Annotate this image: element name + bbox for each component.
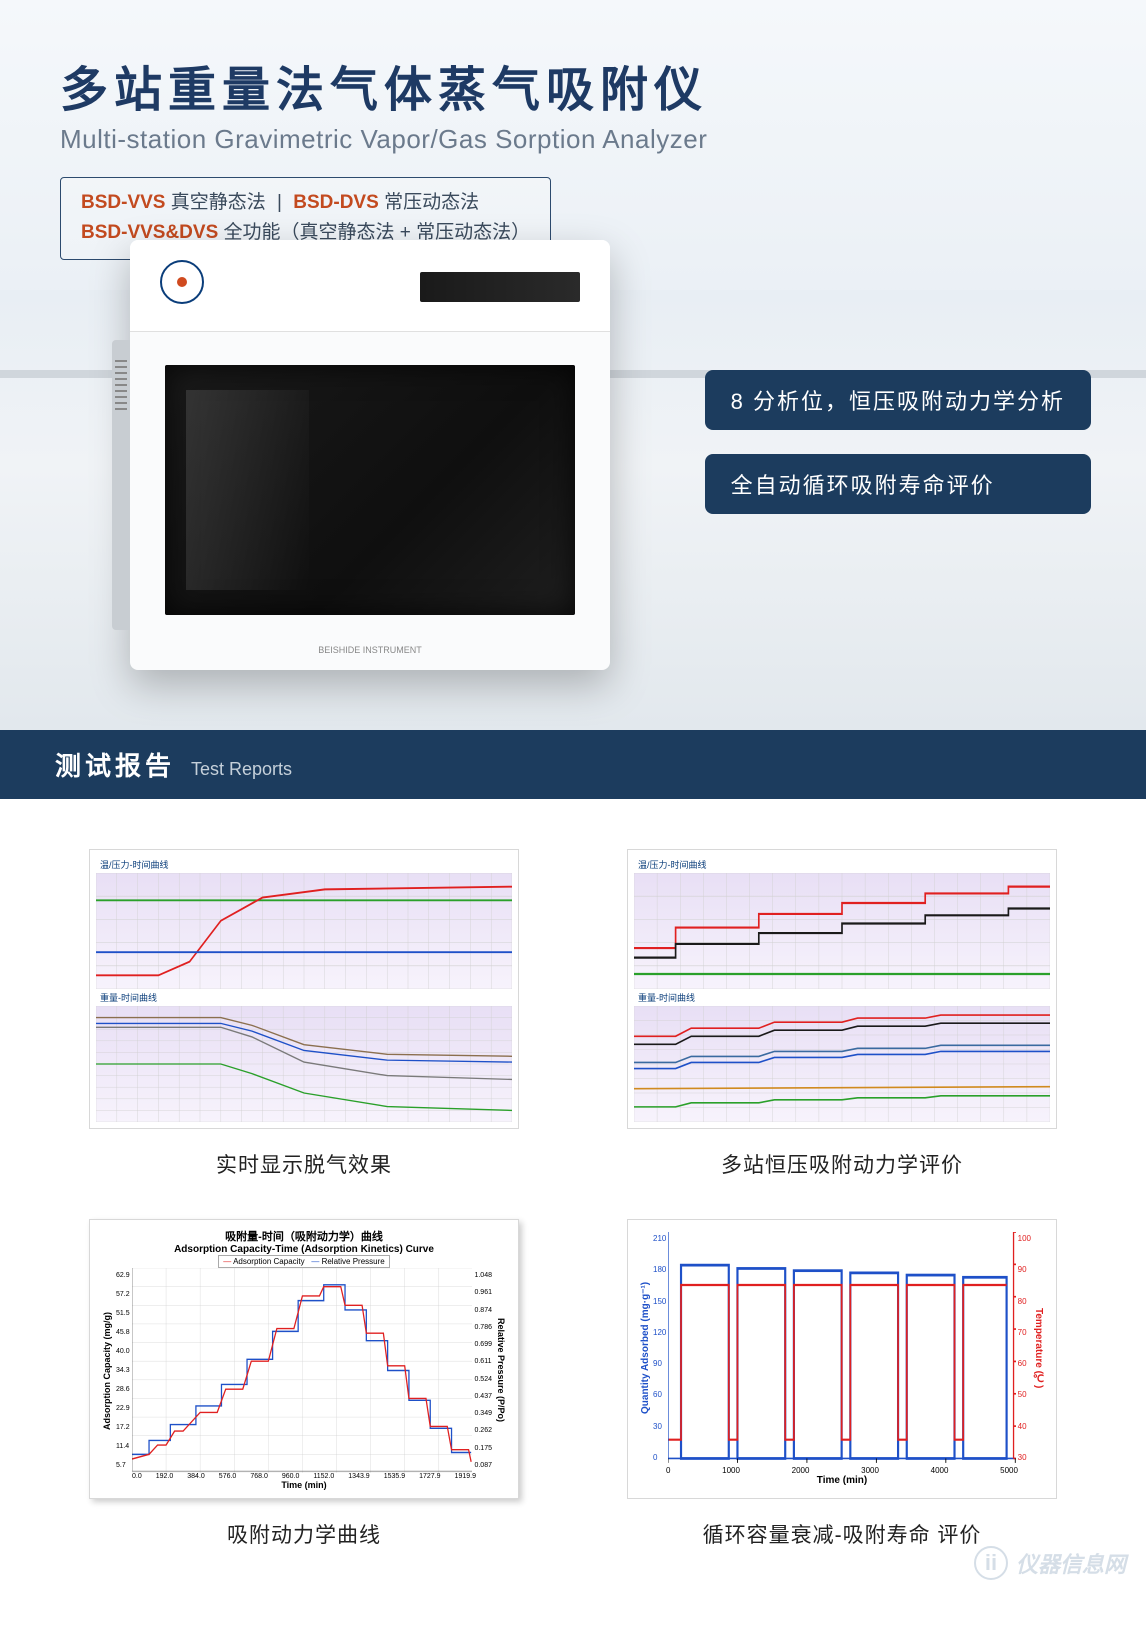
model1-code: BSD-VVS <box>81 192 165 213</box>
model1-desc: 真空静态法 <box>171 192 266 213</box>
chart-2-top <box>634 873 1050 989</box>
section-header: 测试报告 Test Reports <box>0 730 1146 799</box>
model2-code: BSD-DVS <box>293 192 379 213</box>
report-4-caption: 循环容量衰减-吸附寿命 评价 <box>703 1519 982 1549</box>
chart-1: 温/压力-时间曲线 重量-时间曲线 <box>89 849 519 1129</box>
watermark: ii仪器信息网 <box>974 1546 1126 1580</box>
chart-1-bottom <box>96 1006 512 1122</box>
instrument-image: BEISHIDE INSTRUMENT <box>130 240 610 670</box>
report-3-caption: 吸附动力学曲线 <box>227 1519 381 1549</box>
title-zh: 多站重量法气体蒸气吸附仪 <box>60 50 1086 120</box>
chart-3-svg <box>132 1268 473 1473</box>
report-4: Quantity Adsorbed (mg·g⁻¹) 2101801501209… <box>608 1219 1076 1549</box>
chart-4-svg <box>668 1232 1015 1464</box>
model2-desc: 常压动态法 <box>384 192 479 213</box>
section-zh: 测试报告 <box>55 746 175 783</box>
report-1-caption: 实时显示脱气效果 <box>216 1149 392 1179</box>
report-1: 温/压力-时间曲线 重量-时间曲线 实时显示脱气效果 <box>70 849 538 1179</box>
chart-2-bottom <box>634 1006 1050 1122</box>
report-2: 温/压力-时间曲线 重量-时间曲线 多站恒压吸附动力学评价 <box>608 849 1076 1179</box>
section-en: Test Reports <box>191 759 292 780</box>
chart-2: 温/压力-时间曲线 重量-时间曲线 <box>627 849 1057 1129</box>
chart-4: Quantity Adsorbed (mg·g⁻¹) 2101801501209… <box>627 1219 1057 1499</box>
title-en: Multi-station Gravimetric Vapor/Gas Sorp… <box>60 124 1086 155</box>
chart-3: 吸附量-时间（吸附动力学）曲线 Adsorption Capacity-Time… <box>89 1219 519 1499</box>
report-2-caption: 多站恒压吸附动力学评价 <box>721 1149 963 1179</box>
chart-1-top <box>96 873 512 989</box>
callout-1: 8 分析位，恒压吸附动力学分析 <box>705 370 1091 430</box>
callout-2: 全自动循环吸附寿命评价 <box>705 454 1091 514</box>
report-3: 吸附量-时间（吸附动力学）曲线 Adsorption Capacity-Time… <box>70 1219 538 1549</box>
